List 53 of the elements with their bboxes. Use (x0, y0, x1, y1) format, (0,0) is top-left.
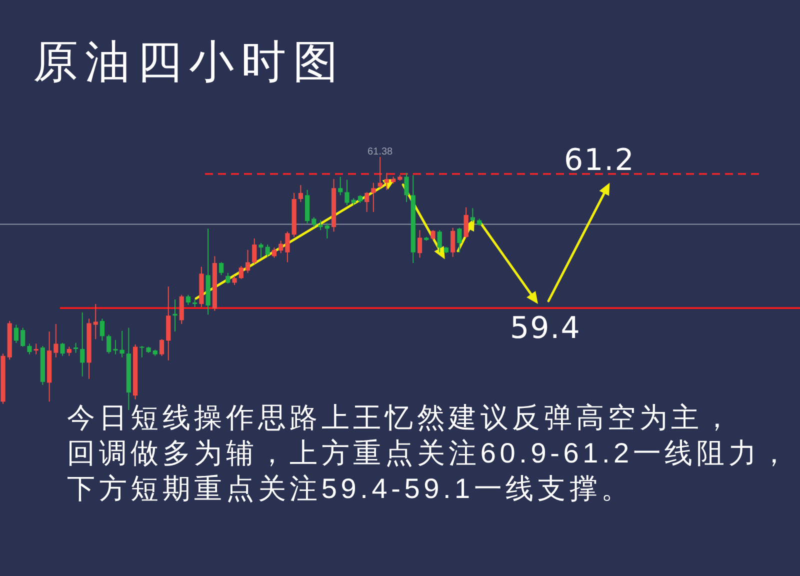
candlestick (371, 182, 376, 212)
candlestick (219, 262, 224, 276)
candlestick (232, 275, 237, 286)
candlestick (324, 222, 330, 239)
candlestick (159, 338, 164, 356)
candlestick (54, 323, 58, 358)
candlestick (417, 230, 422, 258)
candlestick (106, 334, 112, 354)
candlestick (120, 330, 124, 358)
candlestick (364, 192, 370, 212)
candlestick (318, 220, 323, 231)
candlestick (384, 172, 389, 190)
candlestick (344, 179, 350, 206)
candlestick (457, 227, 462, 253)
candlestick (226, 272, 230, 284)
candlestick (172, 298, 178, 332)
candlestick (20, 327, 26, 348)
candlestick (245, 249, 250, 274)
candlestick (404, 172, 409, 203)
candlestick (470, 208, 475, 222)
candlestick (27, 343, 32, 355)
candlestick (113, 339, 118, 355)
candlestick (450, 227, 456, 258)
candlestick (100, 318, 105, 342)
candlestick (338, 176, 343, 196)
annotation: 59.4 (510, 311, 581, 346)
candlestick (258, 242, 264, 258)
candlestick (312, 216, 316, 228)
candlestick (464, 206, 468, 238)
candlestick (73, 342, 78, 354)
candlestick (14, 324, 19, 344)
annotation: 61.38 (368, 146, 394, 158)
candlestick (93, 303, 98, 340)
candlestick (66, 346, 72, 356)
candlestick (278, 240, 284, 254)
candlestick (34, 343, 38, 355)
candlestick (252, 238, 257, 264)
candlestick (285, 231, 290, 263)
candlestick (238, 266, 244, 280)
annotation: 今日短线操作思路上王忆然建议反弹高空为主，回调做多为辅，上方重点关注60.9-61.2一线阻力，下方短期重点关注59.4-59.1一线支撑。 (67, 402, 792, 504)
candlestick (140, 345, 144, 358)
candlestick (179, 294, 184, 324)
candlestick (430, 230, 436, 240)
candlestick (60, 342, 65, 356)
chart-title: 原油四小时图 (33, 35, 345, 88)
candlestick (186, 294, 191, 306)
candlestick (272, 247, 277, 258)
candlestick (80, 312, 85, 377)
candlestick (378, 156, 382, 189)
candlestick (437, 230, 442, 253)
candlestick (265, 244, 270, 258)
candlestick (298, 184, 303, 203)
annotation: 61.2 (564, 142, 635, 178)
